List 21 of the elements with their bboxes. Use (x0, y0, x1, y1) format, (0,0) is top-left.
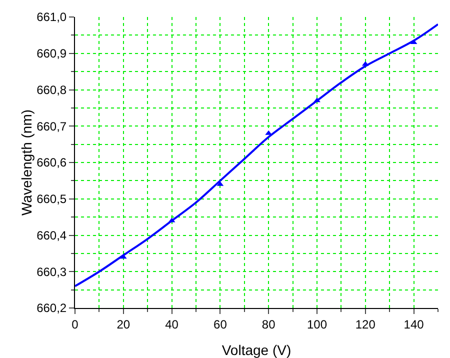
y-axis-title: Wavelength (nm) (18, 109, 35, 216)
y-tick-label: 660,6 (36, 156, 67, 170)
y-tick-label: 660,7 (36, 119, 67, 134)
x-tick-label: 80 (262, 317, 276, 332)
x-tick-label: 140 (404, 317, 424, 332)
y-tick-label: 661,0 (36, 10, 67, 24)
line-series (75, 23, 438, 288)
x-tick-label: 0 (72, 317, 79, 332)
y-tick-label: 660,9 (36, 46, 67, 61)
y-tick-label: 660,3 (36, 264, 67, 279)
x-tick-label: 40 (165, 317, 179, 332)
y-tick-label: 660,2 (36, 301, 67, 316)
x-axis-title: Voltage (V) (222, 342, 292, 358)
y-tick-label: 660,4 (36, 228, 67, 242)
x-tick-label: 100 (306, 317, 328, 332)
y-tick-label: 660,5 (36, 192, 67, 206)
x-tick-label: 20 (116, 317, 130, 332)
x-tick-label: 120 (355, 317, 376, 332)
x-tick-label: 60 (214, 317, 228, 332)
y-tick-label: 660,8 (36, 82, 67, 97)
point (314, 98, 320, 102)
